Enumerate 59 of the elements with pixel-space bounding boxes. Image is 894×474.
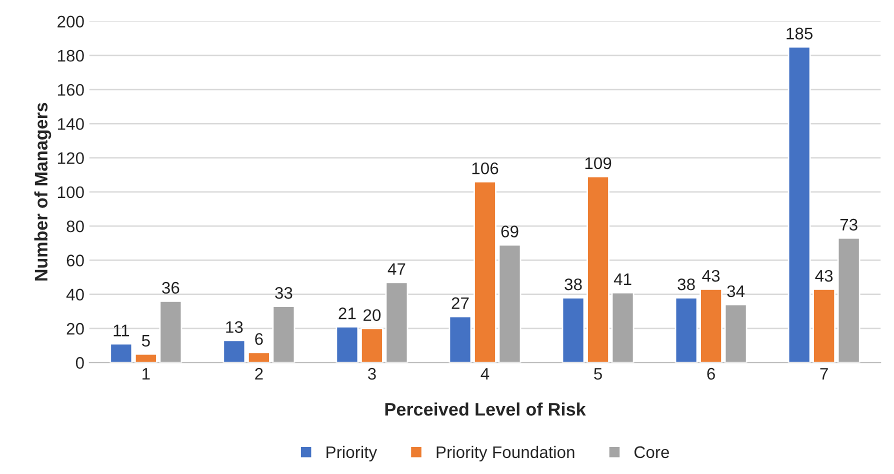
x-axis-title: Perceived Level of Risk — [385, 402, 586, 416]
data-label: 5 — [142, 334, 150, 347]
bar — [498, 244, 522, 363]
y-tick-label: 40 — [66, 288, 84, 301]
y-tick-label: 180 — [58, 50, 84, 62]
data-label: 21 — [338, 308, 356, 320]
x-tick-label: 2 — [255, 368, 263, 380]
bar — [724, 304, 748, 363]
y-tick-label: 100 — [58, 186, 84, 198]
y-tick-label: 80 — [66, 220, 84, 232]
y-tick-label: 200 — [58, 16, 84, 28]
bar — [611, 292, 634, 363]
data-label: 41 — [614, 274, 632, 286]
x-tick-label: 4 — [480, 368, 490, 380]
y-tick-label: 20 — [66, 322, 84, 335]
legend-label: Priority — [326, 446, 378, 462]
y-axis-title: Number of Managers — [34, 102, 52, 281]
data-label: 36 — [162, 282, 180, 294]
data-label: 43 — [815, 270, 833, 282]
bar — [562, 297, 585, 363]
bar — [586, 176, 610, 363]
legend-label: Core — [634, 446, 670, 458]
data-label: 13 — [226, 321, 243, 333]
bar — [448, 316, 472, 363]
data-label: 47 — [388, 263, 406, 275]
data-label: 106 — [472, 162, 498, 174]
y-tick-label: 60 — [66, 254, 84, 266]
data-label: 38 — [678, 278, 695, 290]
bar — [360, 328, 384, 363]
data-label: 6 — [255, 333, 263, 345]
data-label: 185 — [786, 28, 813, 40]
bar — [700, 288, 723, 363]
data-label: 11 — [114, 324, 129, 336]
y-tick-label: 120 — [58, 152, 84, 164]
data-label: 34 — [727, 285, 745, 298]
legend-label: Priority Foundation — [436, 446, 574, 462]
bar — [837, 237, 860, 363]
bar — [110, 343, 133, 363]
y-tick-label: 140 — [58, 118, 84, 130]
data-label: 20 — [364, 309, 381, 322]
data-label: 69 — [501, 226, 518, 238]
bar — [336, 326, 359, 363]
data-label: 27 — [452, 297, 469, 309]
data-label: 43 — [702, 270, 720, 282]
data-label: 109 — [585, 157, 612, 170]
y-tick-label: 160 — [58, 84, 84, 96]
data-label: 38 — [564, 278, 582, 290]
x-tick-label: 1 — [142, 368, 150, 380]
x-tick-label: 7 — [820, 368, 828, 380]
bar — [385, 282, 408, 363]
data-label: 33 — [275, 287, 292, 299]
bar — [674, 297, 698, 363]
x-tick-label: 6 — [707, 368, 715, 380]
x-tick-label: 3 — [368, 368, 376, 380]
bar — [474, 181, 496, 363]
bar — [222, 340, 246, 363]
x-tick-label: 5 — [594, 368, 602, 380]
y-tick-label: 0 — [76, 357, 84, 369]
data-label: 73 — [840, 218, 858, 231]
